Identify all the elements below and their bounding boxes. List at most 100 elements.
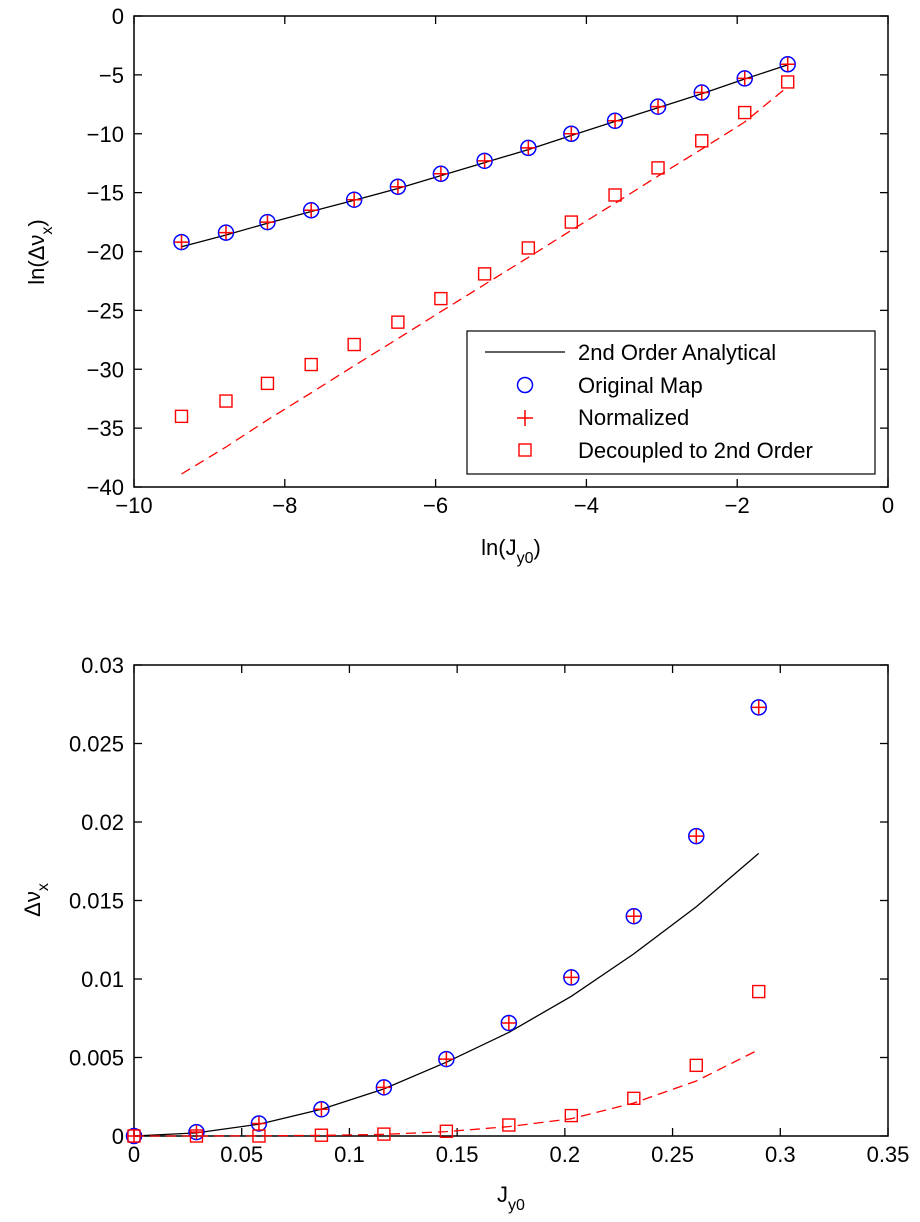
circle-point — [750, 699, 767, 716]
plus-point — [780, 57, 795, 72]
x-tick-label: 0 — [128, 1142, 140, 1167]
plus-point — [251, 1116, 266, 1131]
legend-swatch-original-map — [516, 376, 534, 394]
x-axis-label: ln(Jy0) — [481, 535, 541, 567]
series-line — [133, 852, 760, 1137]
chart-log-log: −10 −8 −6 −4 −2 0 0−5−10−15−20−25−30−35−40 ln… — [24, 4, 894, 567]
series-line — [181, 86, 789, 475]
square-point — [174, 409, 189, 424]
plus-point — [189, 1125, 204, 1140]
plus-point — [694, 85, 709, 100]
circle-point — [389, 178, 407, 195]
x-tick-label: 0.25 — [651, 1142, 694, 1167]
square-point — [477, 267, 492, 281]
square-point — [502, 1118, 516, 1132]
legend-label-decoupled: Decoupled to 2nd Order — [578, 438, 813, 463]
circle-point — [693, 84, 711, 101]
plus-point — [376, 1080, 391, 1095]
x-axis-label: Jy0 — [497, 1182, 525, 1214]
y-tick-label: −15 — [87, 181, 124, 206]
square-point — [608, 188, 622, 202]
plus-point — [439, 1052, 454, 1067]
square-point — [695, 134, 709, 148]
circle-point — [563, 969, 580, 986]
circle-point — [438, 1050, 455, 1068]
square-point — [391, 315, 405, 329]
plus-point — [608, 113, 623, 128]
y-tick-label: 0.025 — [69, 732, 124, 757]
circle-point — [649, 98, 667, 115]
plus-point — [174, 235, 189, 250]
plot-area-frame — [133, 664, 889, 1137]
circle-point — [736, 70, 753, 87]
x-tick-label: 0.15 — [436, 1142, 479, 1167]
y-tick-label: 0 — [112, 4, 124, 29]
plus-point — [521, 140, 536, 155]
plus-point — [390, 179, 405, 194]
circle-point — [625, 907, 643, 925]
legend-swatch-decoupled — [518, 443, 532, 457]
y-tick-labels: 0 0.005 0.01 0.015 0.02 0.025 0.03 — [69, 653, 124, 1149]
legend-label-normalized: Normalized — [578, 405, 689, 430]
square-point — [564, 1108, 579, 1123]
circle-point — [259, 213, 276, 231]
x-tick-label: −2 — [725, 493, 750, 518]
y-tick-label: −20 — [87, 240, 124, 265]
square-point — [689, 1058, 703, 1073]
y-tick-label: 0.005 — [69, 1046, 124, 1071]
plus-point — [564, 126, 579, 141]
plus-point — [304, 203, 319, 218]
plus-point — [501, 1015, 516, 1030]
legend-swatch-normalized — [517, 410, 533, 426]
square-point — [219, 394, 233, 408]
circle-point — [779, 56, 796, 73]
square-point — [434, 291, 448, 306]
plus-point — [433, 166, 448, 181]
legend-label-analytical: 2nd Order Analytical — [578, 340, 776, 365]
series-line — [134, 1049, 759, 1137]
square-point — [564, 215, 579, 229]
tick-marks — [133, 664, 889, 1137]
plus-point — [477, 153, 492, 168]
plus-point — [218, 225, 233, 240]
y-tick-label: 0.02 — [81, 810, 124, 835]
plus-point — [314, 1102, 329, 1117]
circle-point — [520, 139, 537, 157]
chart-linear: 0 0.05 0.1 0.15 0.2 0.25 0.3 0.35 0 0.005 0.01 0.0… — [20, 653, 909, 1214]
square-point — [752, 984, 766, 999]
y-tick-label: −40 — [87, 475, 124, 500]
legend: 2nd Order Analytical Original Map Normal… — [466, 330, 876, 475]
legend-box — [466, 330, 876, 475]
plus-point — [564, 970, 579, 985]
circle-point — [173, 233, 190, 251]
y-tick-labels: 0 −5 −10 −15 −20 −25 −30 −35 −40 — [87, 4, 124, 500]
y-tick-label: 0.015 — [69, 889, 124, 914]
y-axis-label: Δνx — [20, 883, 52, 917]
tick-marks — [133, 15, 889, 488]
y-tick-label: −25 — [87, 298, 124, 323]
data-marks — [173, 56, 796, 475]
y-tick-label: −5 — [99, 63, 124, 88]
square-point — [651, 161, 665, 175]
square-point — [304, 357, 318, 372]
circle-point — [432, 165, 450, 183]
plus-point — [751, 700, 766, 715]
circle-point — [345, 191, 363, 208]
y-tick-label: −30 — [87, 357, 124, 382]
circle-point — [250, 1115, 268, 1132]
circle-point — [688, 827, 705, 845]
x-tick-label: −4 — [574, 493, 599, 518]
x-tick-label: 0.05 — [220, 1142, 263, 1167]
circle-point — [563, 125, 580, 142]
x-tick-label: −10 — [115, 493, 152, 518]
plus-point — [626, 909, 641, 924]
x-tick-label: −6 — [423, 493, 448, 518]
square-point — [781, 75, 795, 89]
circle-point — [375, 1079, 393, 1096]
plus-point — [651, 99, 666, 114]
y-tick-label: −10 — [87, 122, 124, 147]
x-tick-label: 0 — [882, 493, 894, 518]
y-tick-label: −35 — [87, 416, 124, 441]
x-tick-label: 0.35 — [867, 1142, 910, 1167]
